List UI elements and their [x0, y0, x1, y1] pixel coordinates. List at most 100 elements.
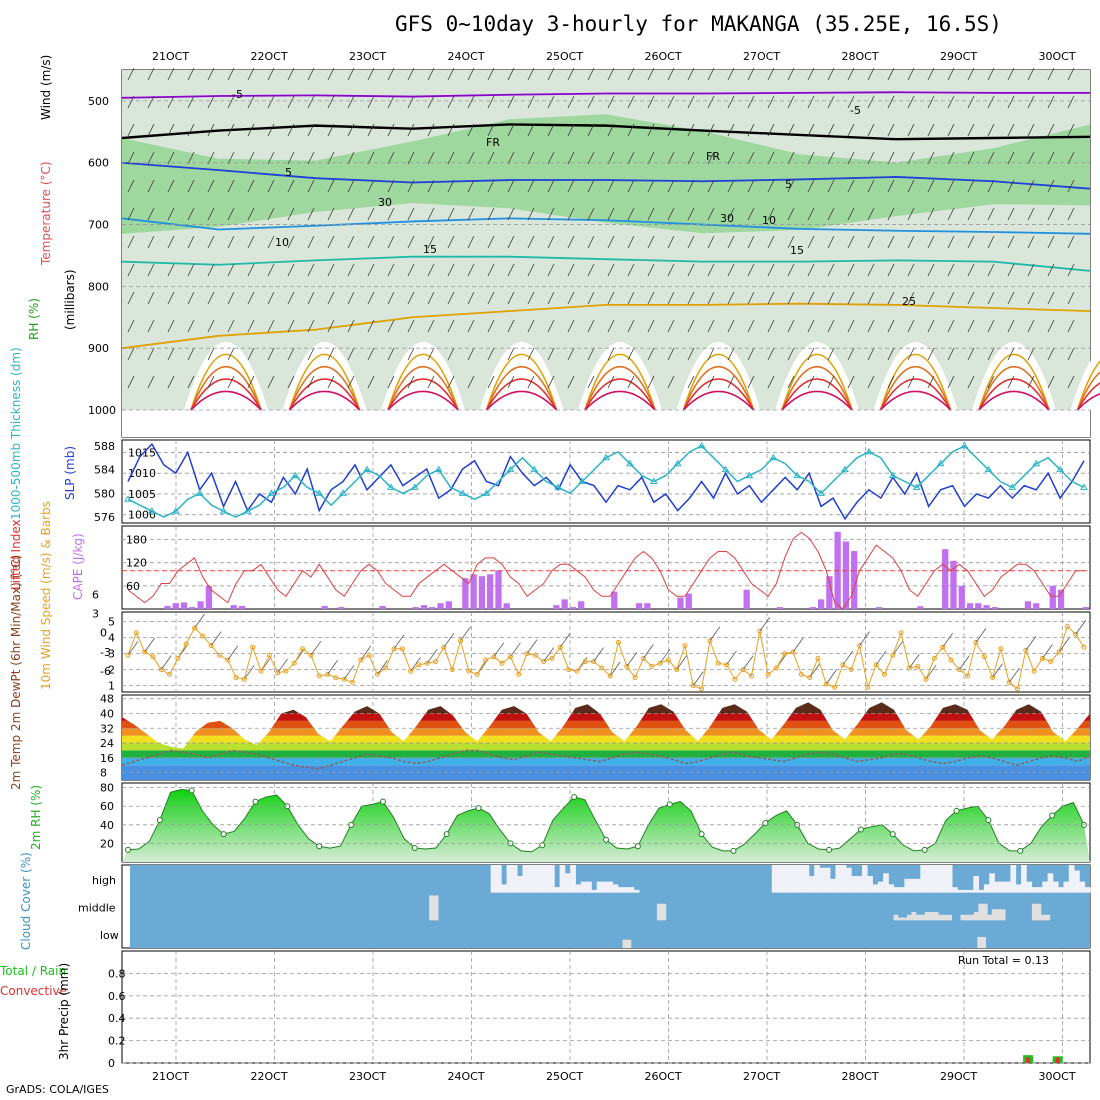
wind-barb: [747, 347, 755, 361]
wind-barb: [887, 207, 895, 221]
cape-bar: [412, 607, 419, 609]
wind-barb: [643, 644, 654, 659]
wind-barb: [967, 319, 975, 333]
temp-band: [122, 743, 1090, 751]
thickness-marker: [410, 483, 419, 490]
thickness-tick: 588: [94, 440, 115, 453]
wind-barb: [207, 347, 215, 361]
thickness-tick: 584: [94, 464, 115, 477]
cloud-bar: [987, 914, 993, 921]
wind-barb: [367, 319, 375, 333]
wind-barb: [587, 179, 595, 193]
rh-point: [1049, 812, 1056, 819]
wind-barb: [210, 631, 222, 646]
wind-barb: [907, 95, 915, 109]
date-tick-bottom: 28OCT: [842, 1070, 879, 1083]
pressure-tick: 600: [88, 157, 109, 170]
wind-point: [349, 679, 355, 685]
wind-barb: [467, 319, 475, 333]
cloud-bar: [517, 876, 523, 893]
cloud-bar: [1052, 881, 1059, 893]
cloud-bar: [559, 865, 566, 893]
pressure-tick: 800: [88, 280, 109, 293]
wind-barb: [807, 123, 815, 137]
contour-label: 15: [790, 244, 804, 257]
wind-barb: [767, 179, 775, 193]
wind-barb: [327, 179, 335, 193]
wind-barb: [527, 207, 535, 221]
wind-barb: [787, 375, 795, 389]
wind-barb: [707, 235, 715, 249]
wind-barb: [167, 123, 175, 137]
wind-barb: [407, 291, 415, 305]
cape-bar: [983, 605, 990, 609]
wind-barb: [247, 123, 255, 137]
temp-dome-contour: [288, 366, 361, 411]
wind-barb: [447, 207, 455, 221]
temp-tick: 8: [100, 767, 107, 780]
wind-barb: [847, 291, 855, 305]
precip-bar: [1055, 1057, 1060, 1063]
wind-barb: [767, 347, 775, 361]
wind-barb: [827, 263, 835, 277]
wind-barb: [347, 123, 355, 137]
wind-barb: [493, 642, 505, 658]
wind-barb: [207, 319, 215, 333]
wind-barb: [127, 207, 135, 221]
wind-barb: [207, 375, 215, 389]
date-tick-top: 30OCT: [1039, 50, 1076, 63]
wind-barb: [247, 319, 255, 333]
cape-bar: [611, 591, 618, 609]
wind-barb: [927, 179, 935, 193]
wind-barb: [687, 347, 695, 361]
rh-point: [252, 798, 259, 805]
wind-barb: [687, 375, 695, 389]
wind-barb: [160, 655, 172, 670]
wind-barb: [187, 291, 195, 305]
wind-barb: [827, 319, 835, 333]
wind-barb: [747, 319, 755, 333]
wind-barb: [787, 123, 795, 137]
wind-barb: [307, 235, 315, 249]
cloud-level-label: high: [92, 874, 116, 887]
wind-barb: [607, 95, 615, 109]
wind-point: [158, 667, 164, 673]
wind-barb: [447, 151, 455, 165]
wind-barb: [827, 95, 835, 109]
wind-barb: [967, 151, 975, 165]
cape-tick: 180: [126, 534, 147, 547]
wind-barb: [567, 291, 575, 305]
wind-barb: [1007, 123, 1015, 137]
thickness-marker: [936, 459, 945, 467]
cloud-bar: [1010, 865, 1017, 893]
wind-barb: [807, 151, 815, 165]
cloud-bar: [899, 887, 905, 893]
wind-barb: [147, 291, 155, 305]
thickness-marker: [888, 471, 897, 479]
pressure-tick: 700: [88, 219, 109, 232]
wind-barb: [127, 347, 135, 361]
cape-bar: [975, 603, 982, 609]
wind-barb: [307, 123, 315, 137]
wind-barb: [927, 347, 935, 361]
wind-barb: [387, 291, 395, 305]
cloud-bar: [968, 889, 974, 893]
wind-barb: [227, 151, 235, 165]
wind-barb: [387, 319, 395, 333]
wind-tick: 3: [108, 648, 115, 661]
wind-barb: [787, 263, 795, 277]
wind-barb: [447, 235, 455, 249]
cape-bar: [429, 607, 436, 609]
cloud-bar: [1068, 865, 1075, 893]
precip-tick: 0.6: [108, 990, 126, 1003]
chart-title: GFS 0~10day 3-hourly for MAKANGA (35.25E…: [395, 12, 1002, 36]
contour-label: -5: [850, 104, 861, 117]
wind-barb: [277, 658, 288, 674]
wind-barb: [1075, 620, 1087, 635]
rh-area: [122, 789, 1090, 862]
wind-barb: [527, 95, 535, 109]
cloud-bar: [591, 889, 598, 893]
temp-dome-contour: [1076, 393, 1100, 411]
rh-point: [443, 831, 450, 838]
wind-barb: [367, 235, 375, 249]
